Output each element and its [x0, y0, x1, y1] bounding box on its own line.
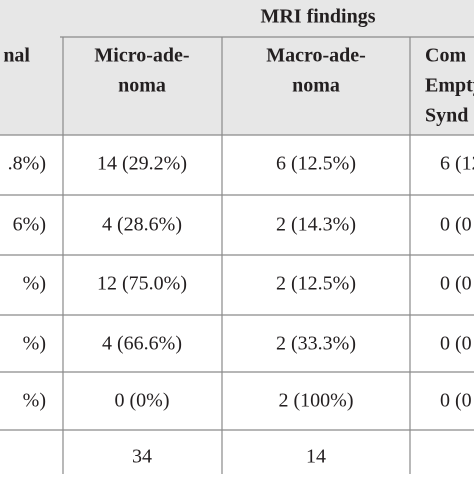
cell: 2 (12.5%) — [276, 273, 356, 295]
cell: %) — [23, 333, 46, 355]
cells: nal Micro-ade-noma Macro-ade-noma Com Empty S… — [3, 45, 474, 468]
column-header: Com — [425, 45, 466, 67]
total-cell: 34 — [132, 446, 152, 468]
cell: 2 (33.3%) — [276, 333, 356, 355]
column-header: noma — [118, 75, 166, 97]
cell: 2 (100%) — [279, 390, 354, 412]
cell: 0 (0%) — [115, 390, 170, 412]
cell: 6 (12.5%) — [276, 153, 356, 175]
column-header: Macro-ade- — [266, 45, 366, 67]
cell: 4 (66.6%) — [102, 333, 182, 355]
grid-lines — [0, 36, 474, 474]
column-header: Micro-ade- — [94, 45, 189, 67]
cell: 0 (0 — [440, 390, 472, 412]
cell: 4 (28.6%) — [102, 214, 182, 236]
group-header: MRI findings — [260, 6, 375, 28]
column-header: Synd — [425, 105, 468, 127]
total-cell: 14 — [306, 446, 326, 468]
cell: 12 (75.0%) — [97, 273, 187, 295]
header-background — [0, 0, 474, 135]
column-header: noma — [292, 75, 340, 97]
column-header: Empty — [425, 75, 474, 97]
column-header: nal — [3, 45, 30, 67]
cell: 0 (0 — [440, 333, 472, 355]
cell: 0 (0 — [440, 214, 472, 236]
cell: 2 (14.3%) — [276, 214, 356, 236]
cell: 6%) — [13, 214, 46, 236]
cell: %) — [23, 273, 46, 295]
cell: %) — [23, 390, 46, 412]
cell: .8%) — [8, 153, 46, 175]
cell: 0 (0 — [440, 273, 472, 295]
cell: 14 (29.2%) — [97, 153, 187, 175]
cell: 6 (12 — [440, 153, 474, 175]
